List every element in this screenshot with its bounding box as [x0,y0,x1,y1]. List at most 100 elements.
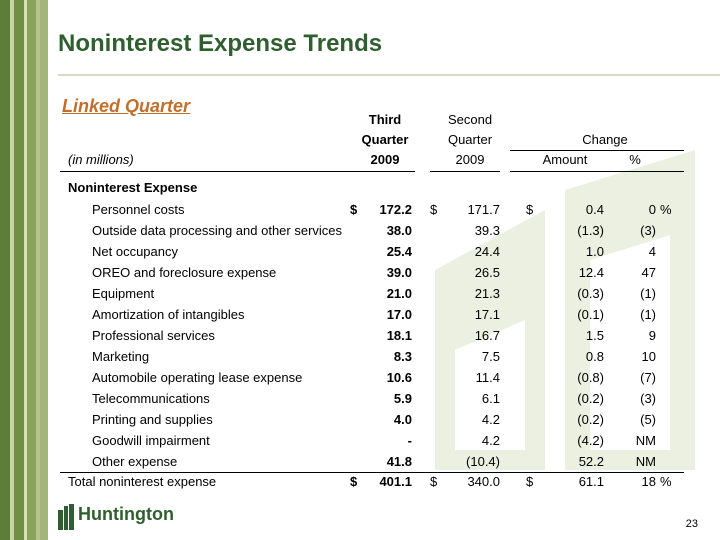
row-percent-value: (3) [640,391,656,406]
row-percent-value: 10 [641,349,656,364]
row-q3-value: 18.1 [386,328,412,343]
row-q3-value: 17.0 [386,307,412,322]
row-percent-value: NM [635,454,656,469]
row-label: Amortization of intangibles [92,307,245,322]
row-q3-value: 172.2 [379,202,412,217]
left-decorative-stripes [0,0,48,540]
row-q2-value: 11.4 [475,370,500,385]
row-percent-sign: % [660,202,672,217]
row-q3-value: 25.4 [386,244,412,259]
row-amount-currency: $ [526,474,534,489]
row-q2-value: 16.7 [474,328,500,343]
header-year-1: 2009 [370,152,400,167]
header-quarter-2: Quarter [447,132,493,147]
row-amount-value: 0.8 [585,349,604,364]
row-percent-value: (7) [640,370,656,385]
row-q2-value: 4.2 [481,412,500,427]
row-percent-value: 47 [641,265,656,280]
row-q3-value: 8.3 [393,349,412,364]
row-amount-value: 12.4 [578,265,604,280]
header-rule-left [60,171,415,172]
row-q2-value: 21.3 [474,286,500,301]
header-year-2: 2009 [455,152,485,167]
row-label: OREO and foreclosure expense [92,265,277,280]
row-q3-value: 10.6 [386,370,412,385]
row-amount-value: (0.2) [577,412,604,427]
row-percent-sign: % [660,474,672,489]
row-amount-value: 1.0 [585,244,604,259]
row-q2-value: (10.4) [466,454,500,469]
row-label: Professional services [92,328,215,343]
row-q3-value: 4.0 [393,412,412,427]
row-amount-value: (0.8) [577,370,604,385]
row-q3-value: 21.0 [386,286,412,301]
header-quarter-1: Quarter [361,132,409,147]
row-q2-value: 340.0 [467,474,500,489]
row-label: Equipment [92,286,155,301]
header-change: Change [582,132,628,147]
row-amount-value: (0.2) [577,391,604,406]
row-q3-value: - [407,433,412,448]
row-q3-value: 401.1 [379,474,412,489]
total-rule [60,472,684,473]
section-label: Noninterest Expense [68,180,198,195]
header-rule-right [510,171,684,172]
header-units: (in millions) [68,152,134,167]
row-amount-value: 61.1 [578,474,604,489]
row-percent-value: 9 [648,328,656,343]
header-percent: % [629,152,641,167]
header-amount: Amount [542,152,588,167]
row-amount-value: (4.2) [577,433,604,448]
row-percent-value: (5) [640,412,656,427]
row-q2-value: 17.1 [474,307,500,322]
row-q2-value: 4.2 [481,433,500,448]
row-label: Goodwill impairment [92,433,210,448]
row-q3-value: 5.9 [393,391,412,406]
row-q2-value: 171.7 [467,202,500,217]
row-q2-currency: $ [430,474,438,489]
row-amount-currency: $ [526,202,534,217]
row-label: Other expense [92,454,178,469]
row-percent-value: NM [635,433,656,448]
row-q2-value: 39.3 [474,223,500,238]
row-percent-value: 18 [641,474,656,489]
section-subtitle: Linked Quarter [62,96,191,116]
row-q2-currency: $ [430,202,438,217]
row-label: Outside data processing and other servic… [92,223,343,238]
row-q3-currency: $ [350,474,358,489]
row-q3-value: 38.0 [386,223,412,238]
huntington-logo-icon [58,504,74,530]
watermark-logo-graphic [435,150,695,470]
row-q3-currency: $ [350,202,358,217]
row-q2-value: 24.4 [474,244,500,259]
row-q2-value: 6.1 [481,391,500,406]
row-percent-value: (3) [640,223,656,238]
row-amount-value: (0.1) [577,307,604,322]
row-q2-value: 7.5 [481,349,500,364]
row-label: Printing and supplies [92,412,213,427]
header-rule-mid [430,171,500,172]
row-q2-value: 26.5 [474,265,500,280]
row-amount-value: (1.3) [577,223,604,238]
header-third: Third [368,112,402,127]
row-label: Automobile operating lease expense [92,370,303,385]
row-amount-value: 1.5 [585,328,604,343]
page-number: 23 [685,518,698,530]
page-title: Noninterest Expense Trends [58,30,383,57]
row-label: Personnel costs [92,202,185,217]
row-percent-value: (1) [640,286,656,301]
row-label: Net occupancy [92,244,178,259]
change-underline [510,150,684,151]
row-percent-value: 4 [648,244,656,259]
header-second: Second [447,112,493,127]
row-label: Marketing [92,349,150,364]
title-divider [58,74,720,76]
row-q3-value: 41.8 [386,454,412,469]
row-amount-value: 0.4 [585,202,604,217]
row-amount-value: 52.2 [578,454,604,469]
row-q3-value: 39.0 [386,265,412,280]
row-percent-value: 0 [648,202,656,217]
row-label: Telecommunications [92,391,210,406]
row-percent-value: (1) [640,307,656,322]
brand-name: Huntington [78,504,174,524]
